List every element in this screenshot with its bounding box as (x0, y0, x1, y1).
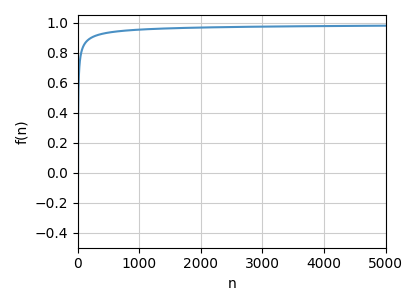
X-axis label: n: n (227, 277, 236, 291)
Y-axis label: f(n): f(n) (15, 119, 29, 144)
